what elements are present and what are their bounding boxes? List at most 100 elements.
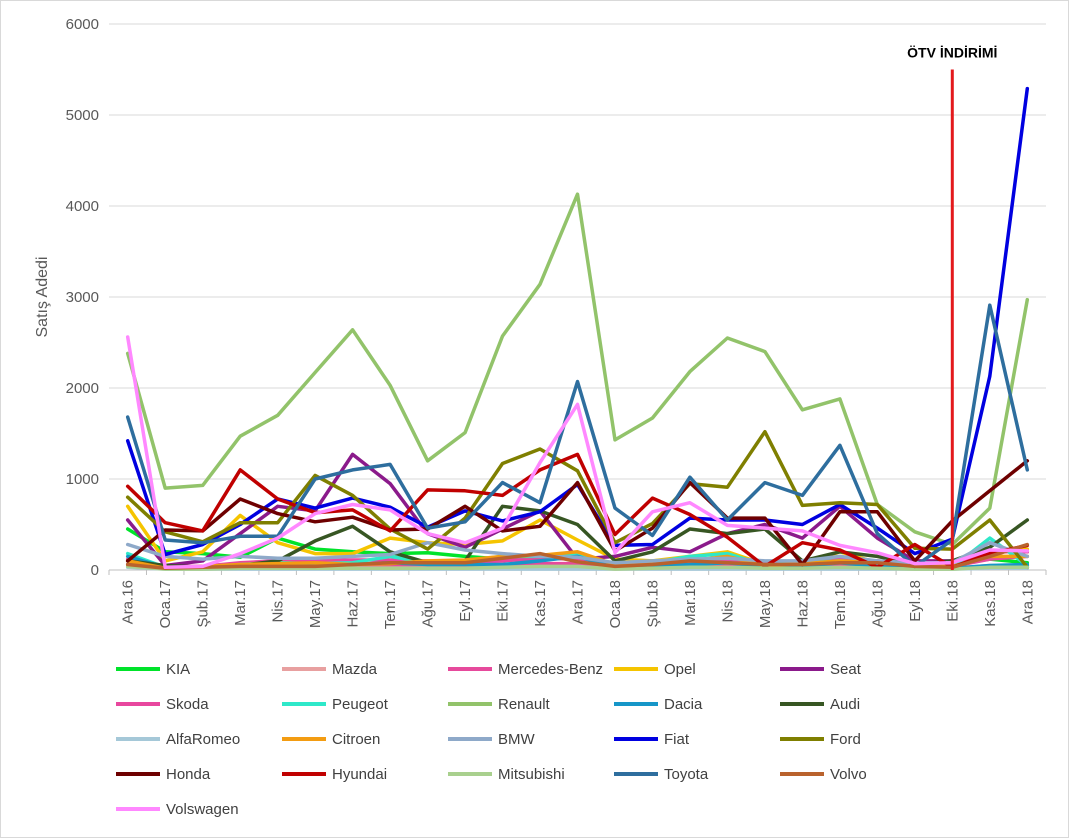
series-line-toyota [125,303,1030,569]
y-tick-label: 5000 [66,107,99,124]
x-tick-label: Eyl.17 [457,580,474,622]
legend-label: Renault [498,695,550,713]
legend-swatch [780,772,824,776]
legend-label: Citroen [332,730,381,748]
x-tick-label: Kas.18 [982,580,999,627]
legend-swatch [116,667,160,671]
legend-label: Honda [166,765,211,783]
series-line-honda [125,459,1030,567]
legend-label: KIA [166,660,191,678]
series-line-volswagen [125,335,1030,570]
legend-item: Citroen [282,727,380,751]
series-line-ford [125,429,1030,570]
x-tick-label: Mar.18 [682,580,699,626]
x-tick-label: Tem.18 [832,580,849,629]
legend-swatch [614,737,658,741]
legend-item: Dacia [614,692,702,716]
x-tick-label: Eyl.18 [907,580,924,622]
legend-swatch [614,702,658,706]
annotation-label: ÖTV İNDİRİMİ [907,45,997,61]
legend-swatch [780,702,824,706]
legend-item: Fiat [614,727,689,751]
y-axis-title: Satış Adedi [34,257,51,338]
legend-swatch [780,667,824,671]
legend-item: Hyundai [282,762,387,786]
series-line-renault [125,192,1030,547]
x-tick-label: Oca.17 [157,580,174,628]
x-tick-label: Ara.17 [570,580,587,624]
series-line-volvo [125,542,1030,570]
y-tick-label: 4000 [66,198,99,215]
legend-swatch [116,702,160,706]
legend-swatch [614,772,658,776]
x-tick-label: May.18 [757,580,774,628]
legend-swatch [448,772,492,776]
legend-label: Toyota [664,765,709,783]
legend-swatch [614,667,658,671]
legend-label: Ford [830,730,861,748]
x-tick-label: Tem.17 [382,580,399,629]
x-tick-labels: Ara.16 Oca.17 Şub.17 Mar.17 Nis.17 May.17 Haz.… [108,570,1047,629]
x-tick-label: Ağu.17 [420,580,437,628]
legend-label: Audi [830,695,861,713]
legend-swatch [282,772,326,776]
series-line-audi [125,504,1030,570]
legend-label: AlfaRomeo [166,730,241,748]
legend-label: Skoda [166,695,209,713]
legend-swatch [780,737,824,741]
y-tick-label: 1000 [66,471,99,488]
annotation: ÖTV İNDİRİMİ [907,45,997,570]
legend-item: Mercedes-Benz [448,657,603,681]
series-line-bmw [125,540,1030,565]
x-tick-label: Nis.18 [719,580,736,623]
x-tick-label: Şub.17 [195,580,212,628]
legend-label: Mitsubishi [498,765,565,783]
x-tick-label: Şub.18 [644,580,661,628]
legend-swatch [282,667,326,671]
legend-item: Skoda [116,692,209,716]
legend-swatch [116,772,160,776]
legend-swatch [282,702,326,706]
y-tick-label: 6000 [66,16,99,33]
legend-item: Audi [780,692,860,716]
legend-item: Mazda [282,657,377,681]
legend-item: Mitsubishi [448,762,565,786]
legend-label: BMW [498,730,535,748]
legend-item: Ford [780,727,861,751]
x-tick-label: Eki.17 [495,580,512,622]
legend-label: Mercedes-Benz [498,660,604,678]
y-tick-label: 0 [91,562,99,579]
x-tick-label: Ara.18 [1019,580,1036,624]
y-tick-label: 2000 [66,380,99,397]
x-tick-label: Nis.17 [270,580,287,623]
legend-item: Renault [448,692,550,716]
legend-item: Volvo [780,762,867,786]
legend-label: Seat [830,660,861,678]
y-tick-labels: 0 1000 2000 3000 4000 5000 6000 [66,16,99,579]
legend-swatch [116,807,160,811]
legend-item: Honda [116,762,210,786]
x-tick-label: Ağu.18 [869,580,886,628]
legend-swatch [116,737,160,741]
legend-label: Volvo [830,765,867,783]
legend-label: Dacia [664,695,703,713]
legend-label: Mazda [332,660,378,678]
gridlines [109,23,1046,571]
series-line-mitsubishi [125,564,1030,571]
legend-item: KIA [116,657,190,681]
legend-item: Opel [614,657,696,681]
legend-label: Opel [664,660,696,678]
legend-label: Volswagen [166,800,239,818]
legend-label: Peugeot [332,695,388,713]
series-lines [125,86,1030,571]
legend-item: BMW [448,727,535,751]
x-tick-label: Mar.17 [232,580,249,626]
legend-item: Volswagen [116,797,239,821]
x-tick-label: May.17 [307,580,324,628]
legend-swatch [448,737,492,741]
legend-swatch [448,702,492,706]
legend-swatch [448,667,492,671]
legend-item: Toyota [614,762,708,786]
x-tick-label: Oca.18 [607,580,624,628]
